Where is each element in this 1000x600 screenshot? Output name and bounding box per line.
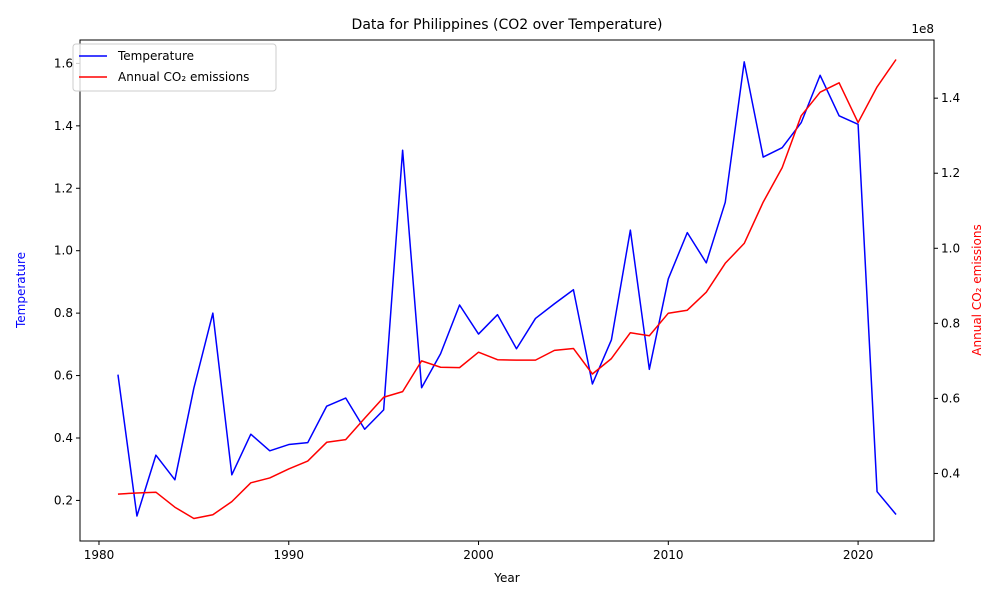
y-left-tick-label: 1.4 <box>54 119 73 133</box>
chart-title: Data for Philippines (CO2 over Temperatu… <box>352 17 663 33</box>
y-axis-right-label: Annual CO₂ emissions <box>970 224 984 355</box>
y-left-tick-label: 0.8 <box>54 306 73 320</box>
y-left-tick-label: 1.2 <box>54 181 73 195</box>
legend: Temperature Annual CO₂ emissions <box>72 43 277 92</box>
y-left-tick-label: 0.6 <box>54 369 73 383</box>
series-line-co2-emissions <box>117 59 897 520</box>
x-tick-label: 2020 <box>843 548 874 562</box>
plot-frame <box>79 39 935 542</box>
x-axis: 1980 1990 2000 2010 2020 <box>84 541 874 562</box>
legend-co2-label: Annual CO₂ emissions <box>118 70 249 84</box>
y-right-tick-label: 1.4 <box>941 91 960 105</box>
legend-box <box>72 43 277 92</box>
plot-lines <box>117 59 897 520</box>
y-left-tick-label: 0.4 <box>54 431 73 445</box>
x-tick-label: 2010 <box>653 548 684 562</box>
y-right-tick-label: 1.2 <box>941 166 960 180</box>
series-line-temperature <box>117 61 897 517</box>
y-left-tick-label: 0.2 <box>54 493 73 507</box>
y-axis-right: 0.4 0.6 0.8 1.0 1.2 1.4 <box>934 91 960 480</box>
y-right-tick-label: 1.0 <box>941 241 960 255</box>
y-right-tick-label: 0.8 <box>941 316 960 330</box>
y-right-tick-label: 0.6 <box>941 391 960 405</box>
y-left-tick-label: 1.0 <box>54 244 73 258</box>
legend-temperature-label: Temperature <box>117 49 194 63</box>
x-axis-label: Year <box>493 571 519 585</box>
y-right-tick-label: 0.4 <box>941 466 960 480</box>
x-tick-label: 1990 <box>273 548 304 562</box>
x-tick-label: 2000 <box>463 548 494 562</box>
y-axis-right-offset-label: 1e8 <box>911 22 934 36</box>
y-left-tick-label: 1.6 <box>54 56 73 70</box>
y-axis-left: 0.2 0.4 0.6 0.8 1.0 1.2 1.4 1.6 <box>54 56 80 507</box>
x-tick-label: 1980 <box>84 548 115 562</box>
y-axis-left-label: Temperature <box>14 252 28 329</box>
